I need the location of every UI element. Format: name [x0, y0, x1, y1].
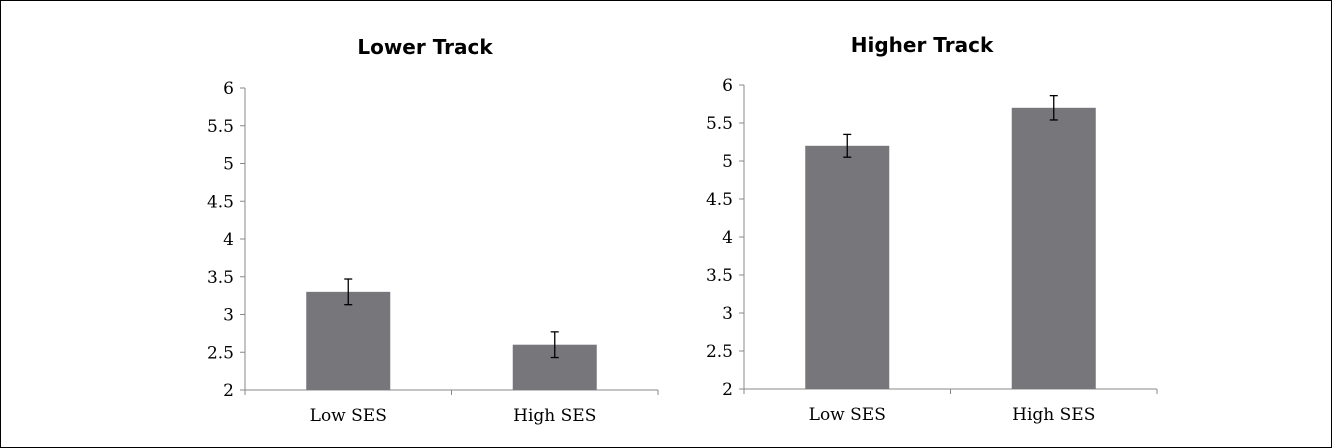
x-category-label: High SES [1012, 405, 1095, 425]
y-tick-label: 5 [223, 155, 234, 175]
y-tick-label: 2 [223, 381, 234, 401]
chart-title: Higher Track [851, 33, 994, 57]
y-tick-label: 6 [223, 79, 234, 99]
y-tick-label: 3.5 [706, 266, 733, 286]
x-category-label: Low SES [310, 406, 387, 426]
y-tick-label: 5.5 [207, 117, 234, 137]
chart-title: Lower Track [357, 35, 493, 59]
y-tick-label: 6 [722, 76, 733, 96]
y-tick-label: 4.5 [706, 190, 733, 210]
chart-higher-track: Higher Track 2 2.5 3 3.5 4 4.5 5 5.5 6 Low SES Hig… [706, 33, 1158, 425]
bar-high-ses [1011, 107, 1096, 390]
y-tick-label: 2 [722, 380, 733, 400]
x-category-label: High SES [513, 406, 596, 426]
y-tick-label: 5 [722, 152, 733, 172]
bar-low-ses [805, 145, 890, 389]
y-tick-label: 4 [722, 228, 733, 248]
chart-lower-track: Lower Track 2 2.5 3 3.5 4 4.5 5 5.5 6 Low SES High… [207, 35, 659, 426]
y-tick-label: 5.5 [706, 114, 733, 134]
y-tick-label: 3 [722, 304, 733, 324]
y-tick-label: 2.5 [706, 342, 733, 362]
y-tick-label: 4 [223, 230, 234, 250]
y-tick-label: 2.5 [207, 343, 234, 363]
y-tick-label: 3.5 [207, 268, 234, 288]
y-tick-label: 4.5 [207, 192, 234, 212]
x-category-label: Low SES [809, 405, 886, 425]
bar-low-ses [306, 291, 391, 390]
y-tick-label: 3 [223, 306, 234, 326]
